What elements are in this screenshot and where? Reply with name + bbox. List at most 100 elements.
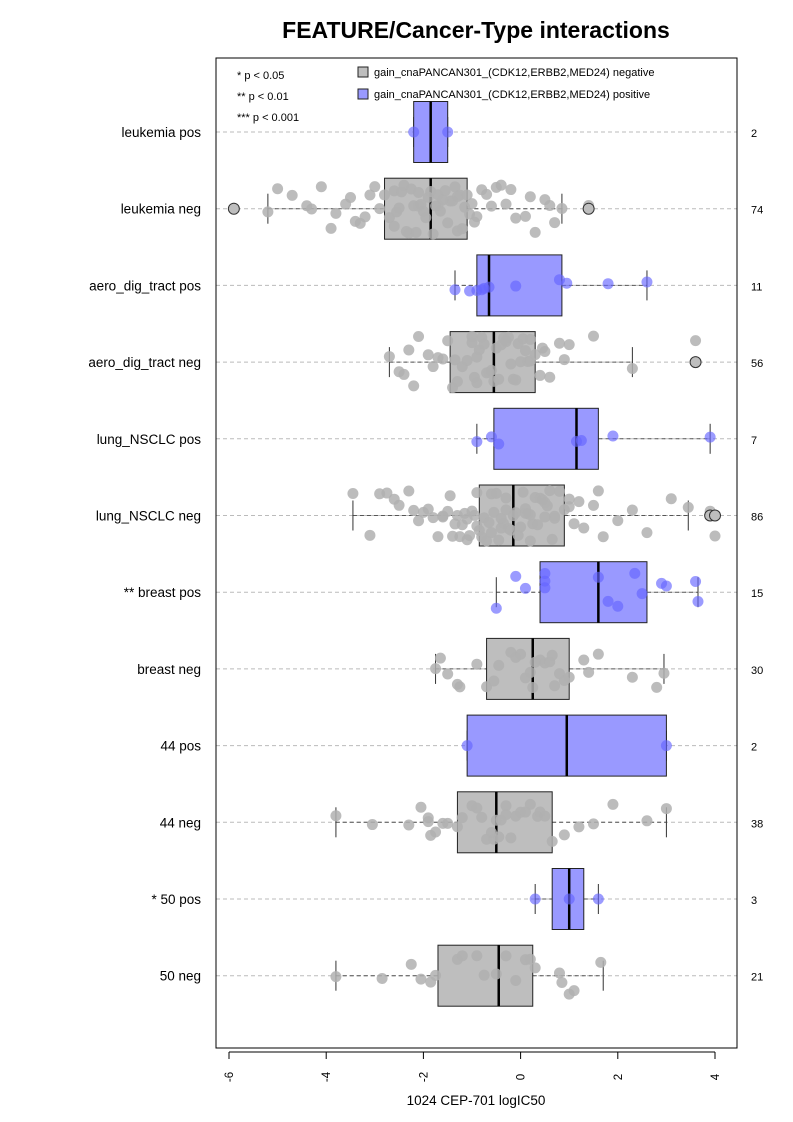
data-point [626,363,638,375]
data-point [461,513,473,525]
data-point [364,189,376,201]
group-count: 86 [751,512,763,524]
data-point [359,211,371,223]
group-label: aero_dig_tract neg [88,355,201,370]
group-count: 38 [751,818,763,830]
x-tick-label: -6 [224,1072,236,1082]
group-label: aero_dig_tract pos [89,278,201,293]
data-point [573,496,585,508]
data-point [592,893,604,905]
data-point [420,212,432,224]
data-point [510,570,522,582]
data-point [704,431,716,443]
data-point [442,126,454,138]
data-point [529,656,541,668]
data-point [364,529,376,541]
group-label: leukemia neg [121,202,201,217]
data-point [403,344,415,356]
data-point [515,521,527,533]
data-point [575,434,587,446]
data-point [471,487,483,499]
data-point [641,527,653,539]
data-point [442,217,454,229]
data-point [427,361,439,373]
data-point [432,531,444,543]
data-point [519,210,531,222]
group-label: 44 neg [160,815,201,830]
data-point [588,499,599,511]
data-point [568,518,580,530]
data-point [660,803,672,815]
data-point [330,810,342,822]
data-point [272,183,284,195]
data-point [529,893,541,905]
group-label: 50 neg [160,969,201,984]
data-point [393,202,405,214]
data-point [493,373,505,385]
data-point [437,510,449,522]
data-point [546,649,558,661]
legend-label: gain_cnaPANCAN301_(CDK12,ERBB2,MED24) po… [374,89,650,101]
data-point [597,531,609,543]
data-point [553,337,565,349]
data-point [403,819,415,831]
data-point [602,595,614,607]
data-point [595,956,607,968]
data-point [286,189,298,201]
data-point [478,969,490,981]
data-point [709,530,721,542]
data-point [588,818,599,830]
data-point [690,335,702,347]
data-point [534,369,546,381]
data-point [398,368,410,380]
data-point [539,567,551,579]
data-point [471,950,483,962]
data-point [626,671,638,683]
group-label: lung_NSCLC neg [96,509,201,524]
group-count: 56 [751,358,763,370]
data-point [403,485,415,497]
data-point [527,681,539,693]
data-point [524,798,536,810]
data-point [381,487,393,499]
data-point [444,490,456,502]
data-point [461,354,473,366]
significance-legend-item: ** p < 0.01 [237,91,289,103]
data-point [544,485,556,497]
axis-layer: -6 -4 -2 0 2 4 [224,1051,722,1082]
data-point [442,668,454,680]
data-point [366,819,378,831]
data-point [539,345,551,357]
box-positive [539,561,648,624]
data-point [612,515,624,527]
data-point [561,277,573,289]
x-tick-label: 4 [710,1073,722,1080]
whisker-layer [267,117,711,991]
data-point [485,364,497,376]
data-point [476,811,488,823]
data-point [485,527,497,539]
box-positive [493,407,599,470]
data-point [563,671,575,683]
data-point [481,188,493,200]
data-point [607,430,619,442]
data-point [563,501,575,513]
data-point [471,377,483,389]
data-point [558,829,570,841]
data-point [568,985,580,997]
data-point [641,815,653,827]
data-point [519,345,531,357]
data-point [588,330,599,342]
data-point [449,181,461,193]
data-point [439,185,451,197]
data-point [449,354,461,366]
data-point [471,802,483,814]
data-point [534,806,546,818]
data-point [510,280,522,292]
data-point [510,212,522,224]
data-point [546,835,558,847]
group-count: 11 [751,281,762,293]
data-point [485,200,497,212]
data-point [529,226,541,238]
